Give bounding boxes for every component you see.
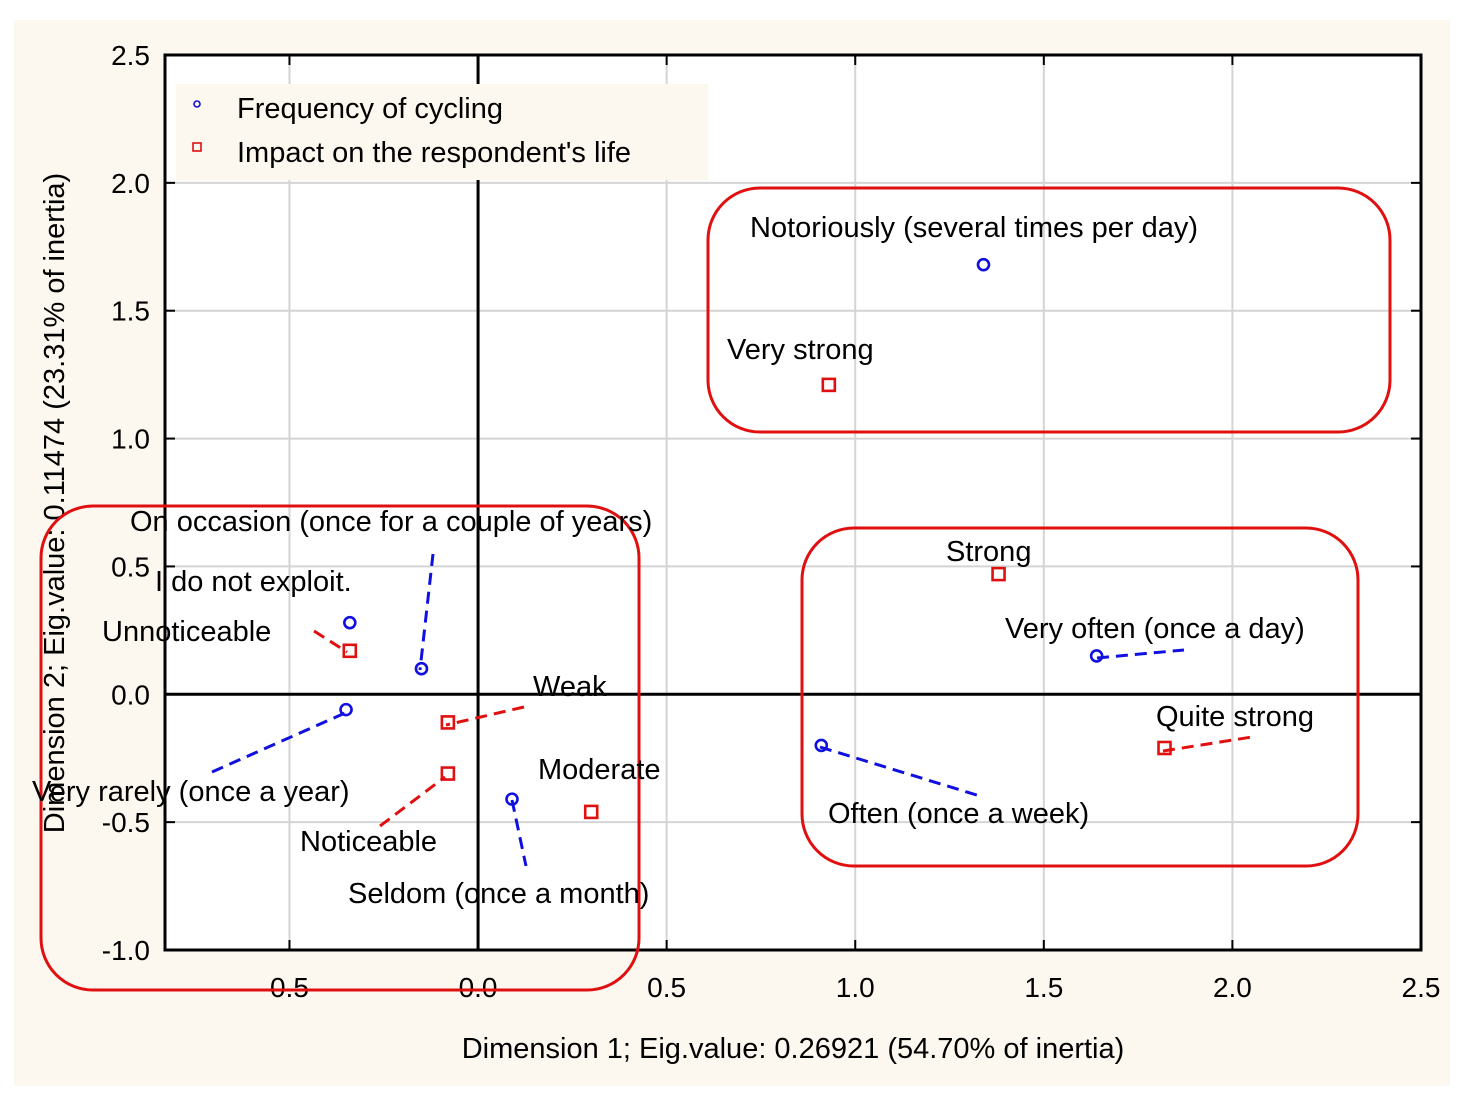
leader-line <box>510 799 528 867</box>
data-point-circle <box>414 661 429 676</box>
data-label: Very strong <box>727 334 874 366</box>
leader-line <box>418 553 435 671</box>
data-point-square <box>440 715 456 730</box>
data-point-square <box>583 804 599 820</box>
data-label: I do not exploit. <box>155 566 352 598</box>
leader-line <box>1096 648 1185 660</box>
data-label: On occasion (once for a couple of years) <box>130 506 652 538</box>
group-highlight-box <box>800 526 1360 868</box>
y-tick-label: -1.0 <box>102 935 150 966</box>
leader-line <box>445 705 525 727</box>
x-tick-label: 0.0 <box>459 972 498 1003</box>
data-label: Quite strong <box>1156 701 1314 733</box>
x-tick-label: 2.5 <box>1402 972 1441 1003</box>
data-point-square <box>440 766 456 781</box>
data-label: Often (once a week) <box>828 798 1089 830</box>
x-tick-label: 0.5 <box>270 972 309 1003</box>
y-tick-label: 1.5 <box>111 296 150 327</box>
data-point-square <box>1157 740 1172 756</box>
leader-line <box>379 775 446 828</box>
leader-line <box>211 711 346 774</box>
leader-line <box>1162 735 1253 753</box>
data-label: Unnoticeable <box>102 616 271 648</box>
legend-marker-circle <box>193 100 201 108</box>
group-highlight-box <box>39 504 641 992</box>
data-point-circle <box>505 792 519 806</box>
data-label: Strong <box>946 536 1031 568</box>
plot-border <box>163 53 1423 952</box>
data-point-circle <box>976 257 991 272</box>
x-tick-label: 2.0 <box>1213 972 1252 1003</box>
data-label: Weak <box>533 671 607 703</box>
y-tick-label: 2.0 <box>111 168 150 199</box>
data-point-square <box>991 566 1006 582</box>
y-tick-label: 0.5 <box>111 551 150 582</box>
data-label: Very rarely (once a year) <box>32 776 350 808</box>
y-tick-label: -0.5 <box>102 807 150 838</box>
y-tick-label: 2.5 <box>111 40 150 71</box>
leader-line <box>313 629 348 654</box>
y-axis-title: Dimension 2; Eig.value: 0.11474 (23.31% … <box>39 173 71 833</box>
x-tick-label: 1.0 <box>836 972 875 1003</box>
data-point-circle <box>339 702 353 717</box>
data-point-square <box>342 643 358 659</box>
data-label: Very often (once a day) <box>1005 613 1305 645</box>
data-point-circle <box>1089 649 1104 663</box>
data-point-circle <box>814 738 829 753</box>
data-label: Moderate <box>538 754 661 786</box>
legend-label: Frequency of cycling <box>237 93 503 125</box>
legend-marker-square <box>192 142 202 152</box>
plot-area <box>165 55 1421 950</box>
x-axis-title: Dimension 1; Eig.value: 0.26921 (54.70% … <box>462 1033 1125 1065</box>
y-tick-label: 1.0 <box>111 424 150 455</box>
leader-line <box>819 745 981 798</box>
legend-box <box>176 84 708 180</box>
y-tick-label: 0.0 <box>111 679 150 710</box>
data-point-square <box>821 377 837 393</box>
data-label: Seldom (once a month) <box>348 878 649 910</box>
group-highlight-box <box>706 186 1392 434</box>
data-label: Notoriously (several times per day) <box>750 212 1198 244</box>
legend-label: Impact on the respondent's life <box>237 137 631 169</box>
x-tick-label: 1.5 <box>1024 972 1063 1003</box>
data-label: Noticeable <box>300 826 437 858</box>
data-point-circle <box>343 615 357 630</box>
x-tick-label: 0.5 <box>647 972 686 1003</box>
